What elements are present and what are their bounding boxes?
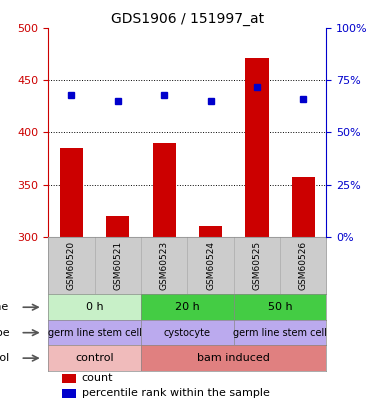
- Text: 20 h: 20 h: [175, 302, 200, 312]
- Text: GSM60525: GSM60525: [252, 241, 262, 290]
- Text: cell type: cell type: [0, 328, 9, 338]
- Text: GSM60526: GSM60526: [299, 241, 308, 290]
- Text: control: control: [75, 353, 114, 363]
- Text: germ line stem cell: germ line stem cell: [233, 328, 327, 338]
- Bar: [292, 177, 315, 237]
- Bar: [141, 320, 234, 345]
- Text: count: count: [82, 373, 113, 384]
- Text: protocol: protocol: [0, 353, 9, 363]
- Bar: [141, 294, 234, 320]
- Bar: [199, 226, 222, 237]
- Text: GSM60521: GSM60521: [113, 241, 122, 290]
- Bar: [48, 320, 141, 345]
- Text: 0 h: 0 h: [86, 302, 104, 312]
- Bar: [62, 389, 76, 398]
- Bar: [106, 216, 129, 237]
- Bar: [60, 148, 83, 237]
- Text: bam induced: bam induced: [197, 353, 270, 363]
- Text: 50 h: 50 h: [268, 302, 292, 312]
- Bar: [234, 294, 326, 320]
- Bar: [62, 374, 76, 383]
- Text: percentile rank within the sample: percentile rank within the sample: [82, 388, 269, 399]
- Text: germ line stem cell: germ line stem cell: [47, 328, 142, 338]
- Text: time: time: [0, 302, 9, 312]
- Title: GDS1906 / 151997_at: GDS1906 / 151997_at: [111, 12, 264, 26]
- Text: GSM60524: GSM60524: [206, 241, 215, 290]
- Text: GSM60523: GSM60523: [160, 241, 169, 290]
- Bar: [152, 143, 176, 237]
- Bar: [245, 58, 269, 237]
- Text: GSM60520: GSM60520: [67, 241, 76, 290]
- Bar: [141, 345, 326, 371]
- Bar: [48, 345, 141, 371]
- Text: cystocyte: cystocyte: [164, 328, 211, 338]
- Bar: [234, 320, 326, 345]
- Bar: [48, 294, 141, 320]
